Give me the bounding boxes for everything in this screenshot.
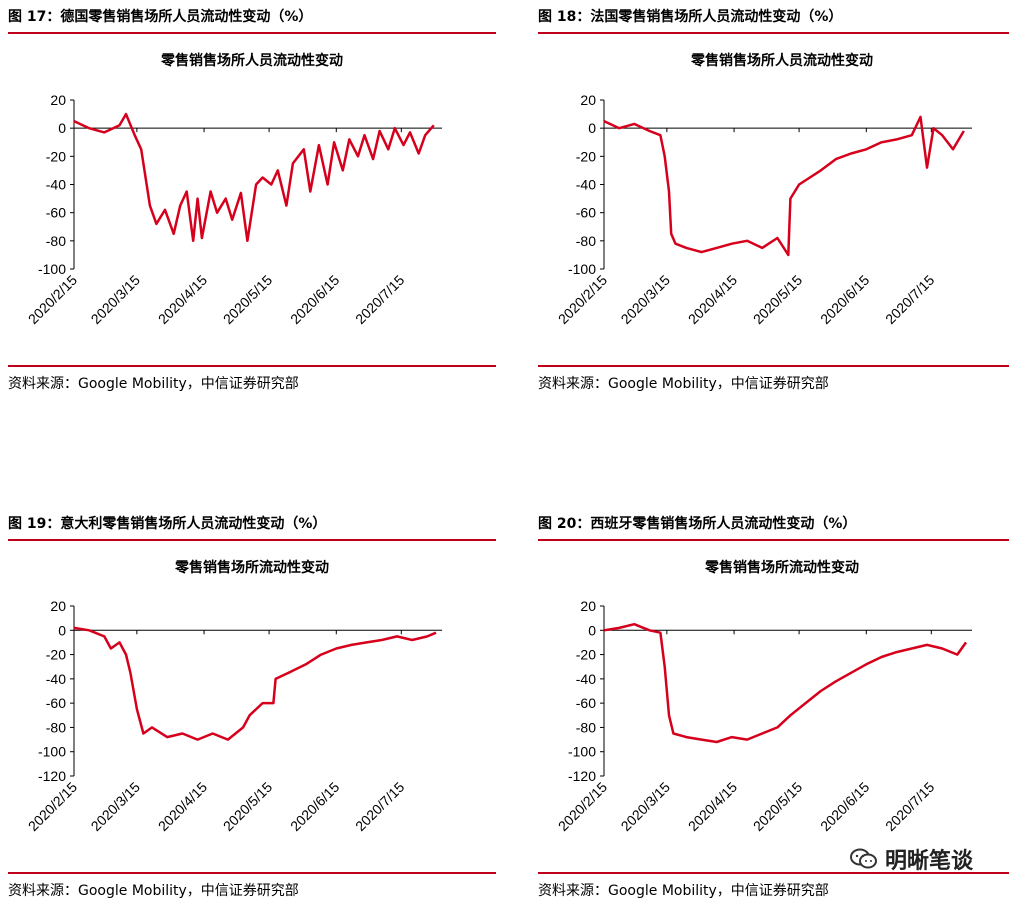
- y-tick-label: 20: [50, 598, 66, 614]
- y-tick-label: 0: [588, 120, 596, 136]
- x-tick-label: 2020/4/15: [155, 779, 211, 835]
- y-tick-label: 20: [580, 598, 596, 614]
- x-tick-label: 2020/2/15: [25, 272, 81, 328]
- y-tick-label: 0: [588, 622, 596, 638]
- x-tick-label: 2020/5/15: [220, 779, 276, 835]
- chart-title: 零售销售场所流动性变动: [175, 560, 329, 576]
- y-tick-label: -60: [46, 695, 66, 711]
- chart-title: 零售销售场所人员流动性变动: [161, 53, 343, 69]
- y-tick-label: -40: [46, 671, 66, 687]
- x-tick-label: 2020/4/15: [685, 779, 741, 835]
- y-tick-label: -20: [576, 148, 596, 164]
- x-tick-label: 2020/2/15: [25, 779, 81, 835]
- y-tick-label: -80: [576, 719, 596, 735]
- y-tick-label: -80: [46, 719, 66, 735]
- chart-title: 零售销售场所人员流动性变动: [691, 53, 873, 69]
- x-tick-label: 2020/4/15: [685, 272, 741, 328]
- x-tick-label: 2020/3/15: [88, 779, 144, 835]
- y-tick-label: -20: [46, 647, 66, 663]
- watermark-text: 明晰笔谈: [884, 849, 973, 874]
- source-note: 资料来源：Google Mobility，中信证券研究部: [538, 365, 1009, 393]
- y-tick-label: 0: [58, 622, 66, 638]
- x-tick-label: 2020/3/15: [618, 272, 674, 328]
- x-tick-label: 2020/7/15: [352, 779, 408, 835]
- series-line: [603, 115, 965, 257]
- wechat-icon: [849, 848, 877, 869]
- x-tick-label: 2020/2/15: [555, 779, 611, 835]
- x-tick-label: 2020/5/15: [750, 272, 806, 328]
- y-tick-label: -100: [38, 744, 66, 760]
- y-tick-label: -60: [46, 205, 66, 221]
- x-tick-label: 2020/7/15: [352, 272, 408, 328]
- watermark: 明晰笔谈: [849, 843, 973, 875]
- x-tick-label: 2020/6/15: [287, 272, 343, 328]
- x-tick-label: 2020/3/15: [88, 272, 144, 328]
- x-tick-label: 2020/6/15: [817, 779, 873, 835]
- y-tick-label: -60: [576, 205, 596, 221]
- figure-label: 图 17：德国零售销售场所人员流动性变动（%）: [8, 6, 496, 34]
- chart-panel: 图 20：西班牙零售销售场所人员流动性变动（%） 零售销售场所流动性变动资料来源：…: [538, 513, 1009, 902]
- figure-label: 图 20：西班牙零售销售场所人员流动性变动（%）: [538, 513, 1009, 541]
- y-tick-label: -100: [568, 744, 596, 760]
- y-tick-label: -100: [568, 261, 596, 277]
- figure-label: 图 18：法国零售销售场所人员流动性变动（%）: [538, 6, 1009, 34]
- y-tick-label: -80: [576, 233, 596, 249]
- y-tick-label: -60: [576, 695, 596, 711]
- x-tick-label: 2020/5/15: [220, 272, 276, 328]
- x-tick-label: 2020/4/15: [155, 272, 211, 328]
- x-tick-label: 2020/2/15: [555, 272, 611, 328]
- x-tick-label: 2020/7/15: [882, 779, 938, 835]
- chart-panel: 图 18：法国零售销售场所人员流动性变动（%） 零售销售场所人员流动性变动资料来源…: [538, 6, 1009, 395]
- series-line: [73, 112, 435, 243]
- x-tick-label: 2020/6/15: [287, 779, 343, 835]
- y-tick-label: -20: [576, 647, 596, 663]
- y-tick-label: -120: [38, 768, 66, 784]
- y-tick-label: -40: [576, 177, 596, 193]
- x-tick-label: 2020/3/15: [618, 779, 674, 835]
- source-note: 资料来源：Google Mobility，中信证券研究部: [8, 365, 496, 393]
- chart-panel: 图 19：意大利零售销售场所人员流动性变动（%） 零售销售场所流动性变动资料来源：…: [8, 513, 496, 902]
- y-tick-label: 20: [580, 92, 596, 108]
- y-tick-label: -100: [38, 261, 66, 277]
- y-tick-label: 0: [58, 120, 66, 136]
- series-line: [73, 626, 437, 741]
- y-tick-label: -20: [46, 148, 66, 164]
- y-tick-label: 20: [50, 92, 66, 108]
- y-tick-label: -40: [46, 177, 66, 193]
- chart-panel: 图 17：德国零售销售场所人员流动性变动（%） 零售销售场所人员流动性变动资料来源…: [8, 6, 496, 395]
- y-tick-label: -40: [576, 671, 596, 687]
- y-tick-label: -120: [568, 768, 596, 784]
- y-tick-label: -80: [46, 233, 66, 249]
- source-note: 资料来源：Google Mobility，中信证券研究部: [8, 872, 496, 900]
- figure-label: 图 19：意大利零售销售场所人员流动性变动（%）: [8, 513, 496, 541]
- x-tick-label: 2020/5/15: [750, 779, 806, 835]
- series-line: [603, 622, 968, 744]
- x-tick-label: 2020/6/15: [817, 272, 873, 328]
- chart-title: 零售销售场所流动性变动: [705, 560, 859, 576]
- source-note: 资料来源：Google Mobility，中信证券研究部: [538, 872, 1009, 900]
- x-tick-label: 2020/7/15: [882, 272, 938, 328]
